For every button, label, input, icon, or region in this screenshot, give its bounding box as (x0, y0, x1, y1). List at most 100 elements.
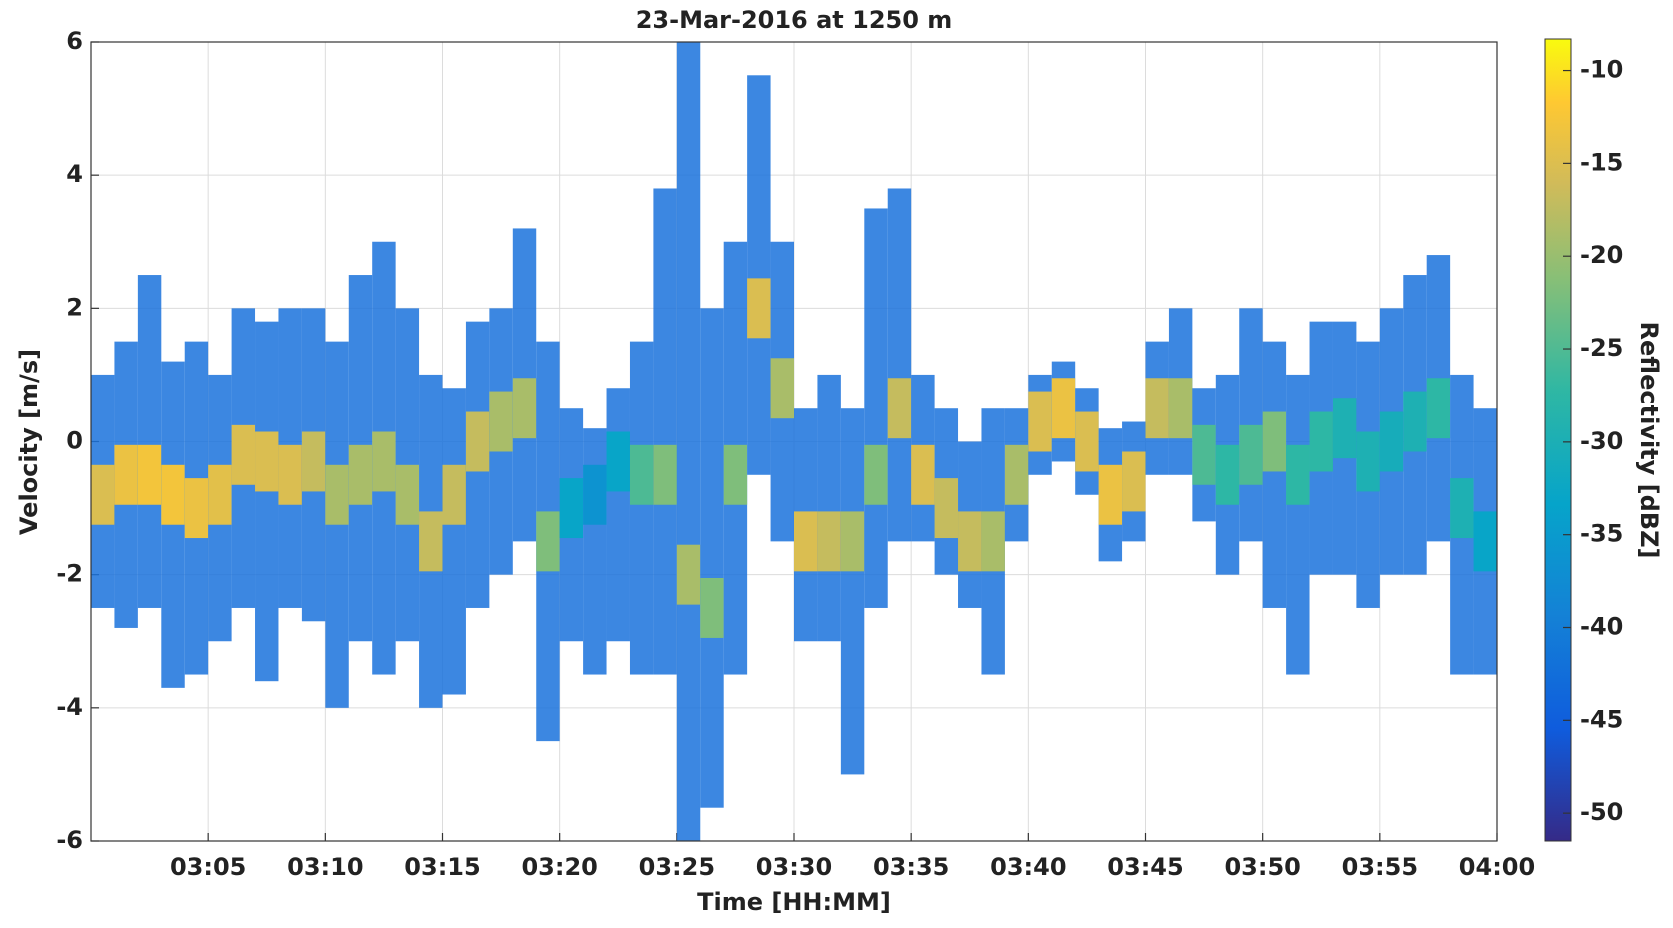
x-axis-label: Time [HH:MM] (697, 888, 891, 916)
x-tick-label: 04:00 (1459, 853, 1535, 881)
spectrum-core (676, 544, 701, 605)
spectrum-core (1450, 478, 1474, 539)
spectrum-core (114, 444, 138, 505)
velocity-spread (864, 208, 888, 608)
spectrum-core (395, 464, 420, 525)
spectrum-core (1379, 411, 1404, 472)
spectrum-core (1356, 431, 1380, 492)
spectrum-core (512, 378, 537, 439)
spectrum-core (1332, 398, 1357, 459)
velocity-spread (747, 75, 771, 475)
spectrum-core (1004, 444, 1029, 505)
spectrum-core (1098, 464, 1123, 525)
y-tick-label: -4 (56, 693, 83, 721)
colorbar-tick-label: -35 (1580, 520, 1623, 548)
spectrum-core (1192, 424, 1216, 485)
spectrum-core (1286, 444, 1310, 505)
spectrum-core (840, 511, 865, 572)
velocity-spread (442, 388, 466, 695)
colorbar-tick-label: -15 (1580, 148, 1623, 176)
x-tick-label: 03:20 (521, 853, 597, 881)
x-tick-label: 03:55 (1342, 853, 1418, 881)
spectrum-core (1309, 411, 1333, 472)
velocity-spread (887, 188, 912, 542)
velocity-spread (676, 42, 701, 841)
velocity-spread (137, 275, 162, 608)
x-tick-label: 03:50 (1224, 853, 1300, 881)
spectrum-core (231, 424, 256, 485)
spectrum-core (91, 464, 115, 525)
spectrum-core (583, 464, 607, 525)
spectrum-core (465, 411, 490, 472)
y-tick-label: 6 (66, 27, 83, 55)
spectrum-core (1426, 378, 1451, 439)
colorbar-tick-label: -40 (1580, 613, 1623, 641)
y-tick-label: -6 (56, 826, 83, 854)
spectrum-core (161, 464, 185, 525)
spectrum-core (1473, 511, 1497, 572)
colorbar-tick-label: -10 (1580, 56, 1623, 84)
x-tick-label: 03:15 (404, 853, 480, 881)
colorbar-tick-label: -50 (1580, 798, 1623, 826)
plot-frame (90, 41, 1498, 842)
x-tick-label: 03:40 (990, 853, 1066, 881)
spectrum-core (536, 511, 560, 572)
spectrum-core (255, 431, 279, 492)
y-tick-label: 0 (66, 427, 83, 455)
spectrum-core (864, 444, 888, 505)
spectrum-core (747, 278, 771, 339)
spectrum-core (958, 511, 982, 572)
spectrum-core (794, 511, 818, 572)
x-tick-label: 03:35 (873, 853, 949, 881)
spectrum-core (653, 444, 677, 505)
y-tick-label: 4 (66, 160, 83, 188)
velocity-spread (629, 341, 654, 675)
spectrum-core (442, 464, 466, 525)
colorbar-tick-label: -45 (1580, 705, 1623, 733)
spectrum-core (1168, 378, 1193, 439)
x-tick-label: 03:25 (639, 853, 715, 881)
spectrum-core (606, 431, 630, 492)
spectrum-core (1028, 391, 1052, 452)
spectrum-core (208, 464, 232, 525)
spectrum-core (348, 444, 373, 505)
spectrum-core (770, 358, 794, 419)
spectrum-core (559, 478, 584, 539)
velocity-spread (700, 308, 724, 808)
spectrum-core (278, 444, 302, 505)
spectrum-core (184, 478, 209, 539)
colorbar (1544, 38, 1572, 842)
colorbar-tick-label: -20 (1580, 241, 1623, 269)
x-tick-label: 03:05 (170, 853, 246, 881)
spectrum-core (1122, 451, 1146, 512)
spectrum-core (137, 444, 162, 505)
chart-title: 23-Mar-2016 at 1250 m (636, 6, 953, 34)
y-tick-label: 2 (66, 293, 83, 321)
spectrum-core (419, 511, 443, 572)
colorbar-tick-label: -30 (1580, 427, 1623, 455)
colorbar-tick-label: -25 (1580, 334, 1623, 362)
y-axis-label: Velocity [m/s] (15, 349, 43, 535)
spectrum-core (911, 444, 935, 505)
y-tick-label: -2 (56, 560, 83, 588)
spectrum-core (723, 444, 748, 505)
spectrum-core (1075, 411, 1099, 472)
velocity-spread (255, 321, 279, 682)
spectrum-core (700, 577, 724, 638)
spectrum-core (372, 431, 396, 492)
spectrum-core (887, 378, 912, 439)
velocity-spread (840, 408, 865, 775)
spectrum-core (489, 391, 513, 452)
spectrum-core (981, 511, 1005, 572)
velocity-spread (1262, 341, 1287, 608)
spectrum-core (1215, 444, 1240, 505)
velocity-spread (1286, 374, 1310, 675)
spectrum-core (629, 444, 654, 505)
colorbar-label: Reflectivity [dBZ] (1635, 322, 1663, 559)
velocity-spread (606, 388, 630, 642)
spectrum-core (325, 464, 349, 525)
velocity-spread (817, 374, 841, 642)
x-tick-label: 03:30 (756, 853, 832, 881)
